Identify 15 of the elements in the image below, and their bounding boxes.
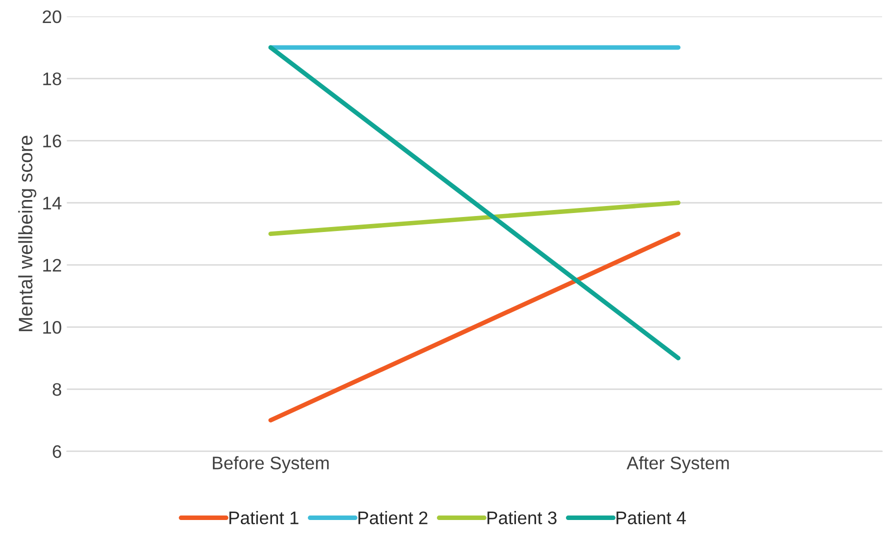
- y-tick-label: 18: [43, 72, 62, 86]
- legend-label: Patient 1: [229, 511, 298, 524]
- legend-label: Patient 3: [488, 511, 557, 524]
- x-tick-label: Before System: [212, 456, 329, 473]
- y-tick-label: 10: [43, 320, 62, 334]
- y-tick-label: 16: [43, 134, 62, 148]
- y-axis-title: Mental wellbeing score: [18, 136, 36, 332]
- x-tick-label: After System: [626, 456, 729, 473]
- y-tick-label: 12: [43, 258, 62, 272]
- y-tick-label: 6: [52, 445, 62, 458]
- y-tick-label: 8: [52, 383, 62, 396]
- y-tick-label: 14: [43, 196, 62, 210]
- legend-label: Patient 4: [616, 511, 686, 524]
- y-tick-label: 20: [42, 10, 62, 24]
- legend-label: Patient 2: [358, 511, 428, 524]
